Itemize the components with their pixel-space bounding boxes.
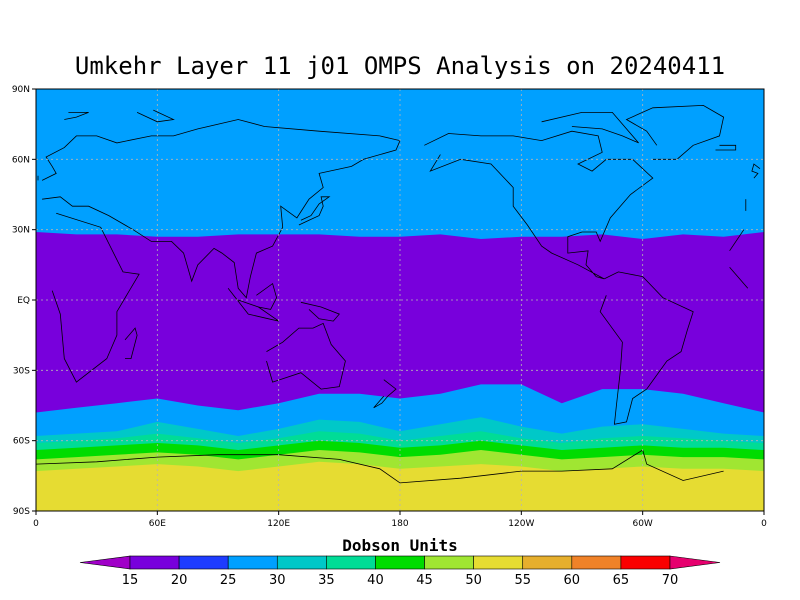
coastline-segment (300, 301, 340, 322)
colorbar-tick-label: 25 (220, 573, 237, 588)
colorbar-tick-label: 20 (171, 573, 188, 588)
longitude-tick-labels: 0 60E 120E 180 120W 60W 0 (33, 511, 767, 529)
coastline-segment (64, 112, 89, 120)
colorbar-swatch (571, 555, 622, 570)
colorbar-title: Dobson Units (342, 536, 458, 555)
colorbar-swatch (129, 555, 180, 570)
x-tick-label: 60E (149, 519, 166, 529)
x-tick-label: 60W (632, 519, 652, 529)
colorbar-swatch (227, 555, 278, 570)
coastline-segment (51, 212, 140, 383)
coastline-segment (298, 196, 331, 226)
colorbar-swatch (424, 555, 474, 570)
colorbar-swatch (473, 555, 524, 570)
y-tick-label: 60N (12, 155, 30, 165)
coastline-segment (36, 454, 401, 484)
colorbar-tick-label: 55 (514, 573, 531, 588)
coastline-segment (729, 229, 745, 252)
colorbar-swatch (375, 555, 425, 570)
coastline-segment (715, 144, 737, 151)
coastline-icon (36, 104, 761, 484)
colorbar-tick-label: 60 (564, 573, 581, 588)
coastline-segment (124, 327, 138, 359)
x-tick-label: 180 (391, 519, 408, 529)
y-tick-label: 30N (12, 226, 30, 236)
colorbar-swatch (522, 555, 573, 570)
colorbar-tick-label: 30 (269, 573, 286, 588)
coastline-segment (751, 163, 761, 179)
x-tick-label: 0 (33, 519, 39, 529)
colorbar-swatch (326, 555, 376, 570)
colorbar-swatch (620, 555, 671, 570)
latitude-tick-labels: 90N 60N 30N EQ 30S 60S 90S (12, 85, 36, 517)
colorbar-tick-label: 65 (613, 573, 630, 588)
y-tick-label: 30S (13, 366, 30, 376)
coastline-segment (373, 379, 397, 409)
colorbar-tick-label: 50 (465, 573, 482, 588)
y-tick-label: 90N (12, 85, 30, 95)
colorbar-tick-label: 45 (416, 573, 433, 588)
x-tick-label: 0 (761, 519, 767, 529)
coastline-segment (399, 449, 724, 484)
colorbar-tick-label: 35 (318, 573, 335, 588)
coastline-segment (227, 288, 279, 322)
y-tick-label: 60S (13, 437, 30, 447)
coastline-segment (424, 130, 654, 280)
coastline-segment (266, 322, 346, 390)
colorbar-tick-label: 15 (122, 573, 139, 588)
colorbar-swatch (178, 555, 229, 570)
chart-title: Umkehr Layer 11 j01 OMPS Analysis on 202… (74, 52, 726, 80)
contour-band-s-50 (36, 461, 764, 511)
coastline-segment (599, 271, 694, 425)
coastline-segment (256, 282, 278, 310)
lat-lon-grid (36, 89, 764, 511)
colorbar: 15 20 25 30 35 40 45 50 55 60 65 70 (79, 555, 721, 588)
coastline-segment (729, 266, 749, 289)
x-tick-label: 120W (508, 519, 534, 529)
x-tick-label: 120E (267, 519, 290, 529)
coastline-segment (625, 104, 725, 160)
y-tick-label: 90S (13, 507, 30, 517)
colorbar-tick-label: 40 (367, 573, 384, 588)
coastline-segment (541, 112, 639, 144)
colorbar-min-arrow (79, 555, 131, 570)
colorbar-max-arrow (669, 555, 721, 570)
colorbar-swatch (276, 555, 327, 570)
coastline-segment (136, 109, 175, 123)
y-tick-label: EQ (17, 296, 30, 306)
colorbar-tick-label: 70 (662, 573, 679, 588)
coastline-segment (41, 119, 401, 299)
